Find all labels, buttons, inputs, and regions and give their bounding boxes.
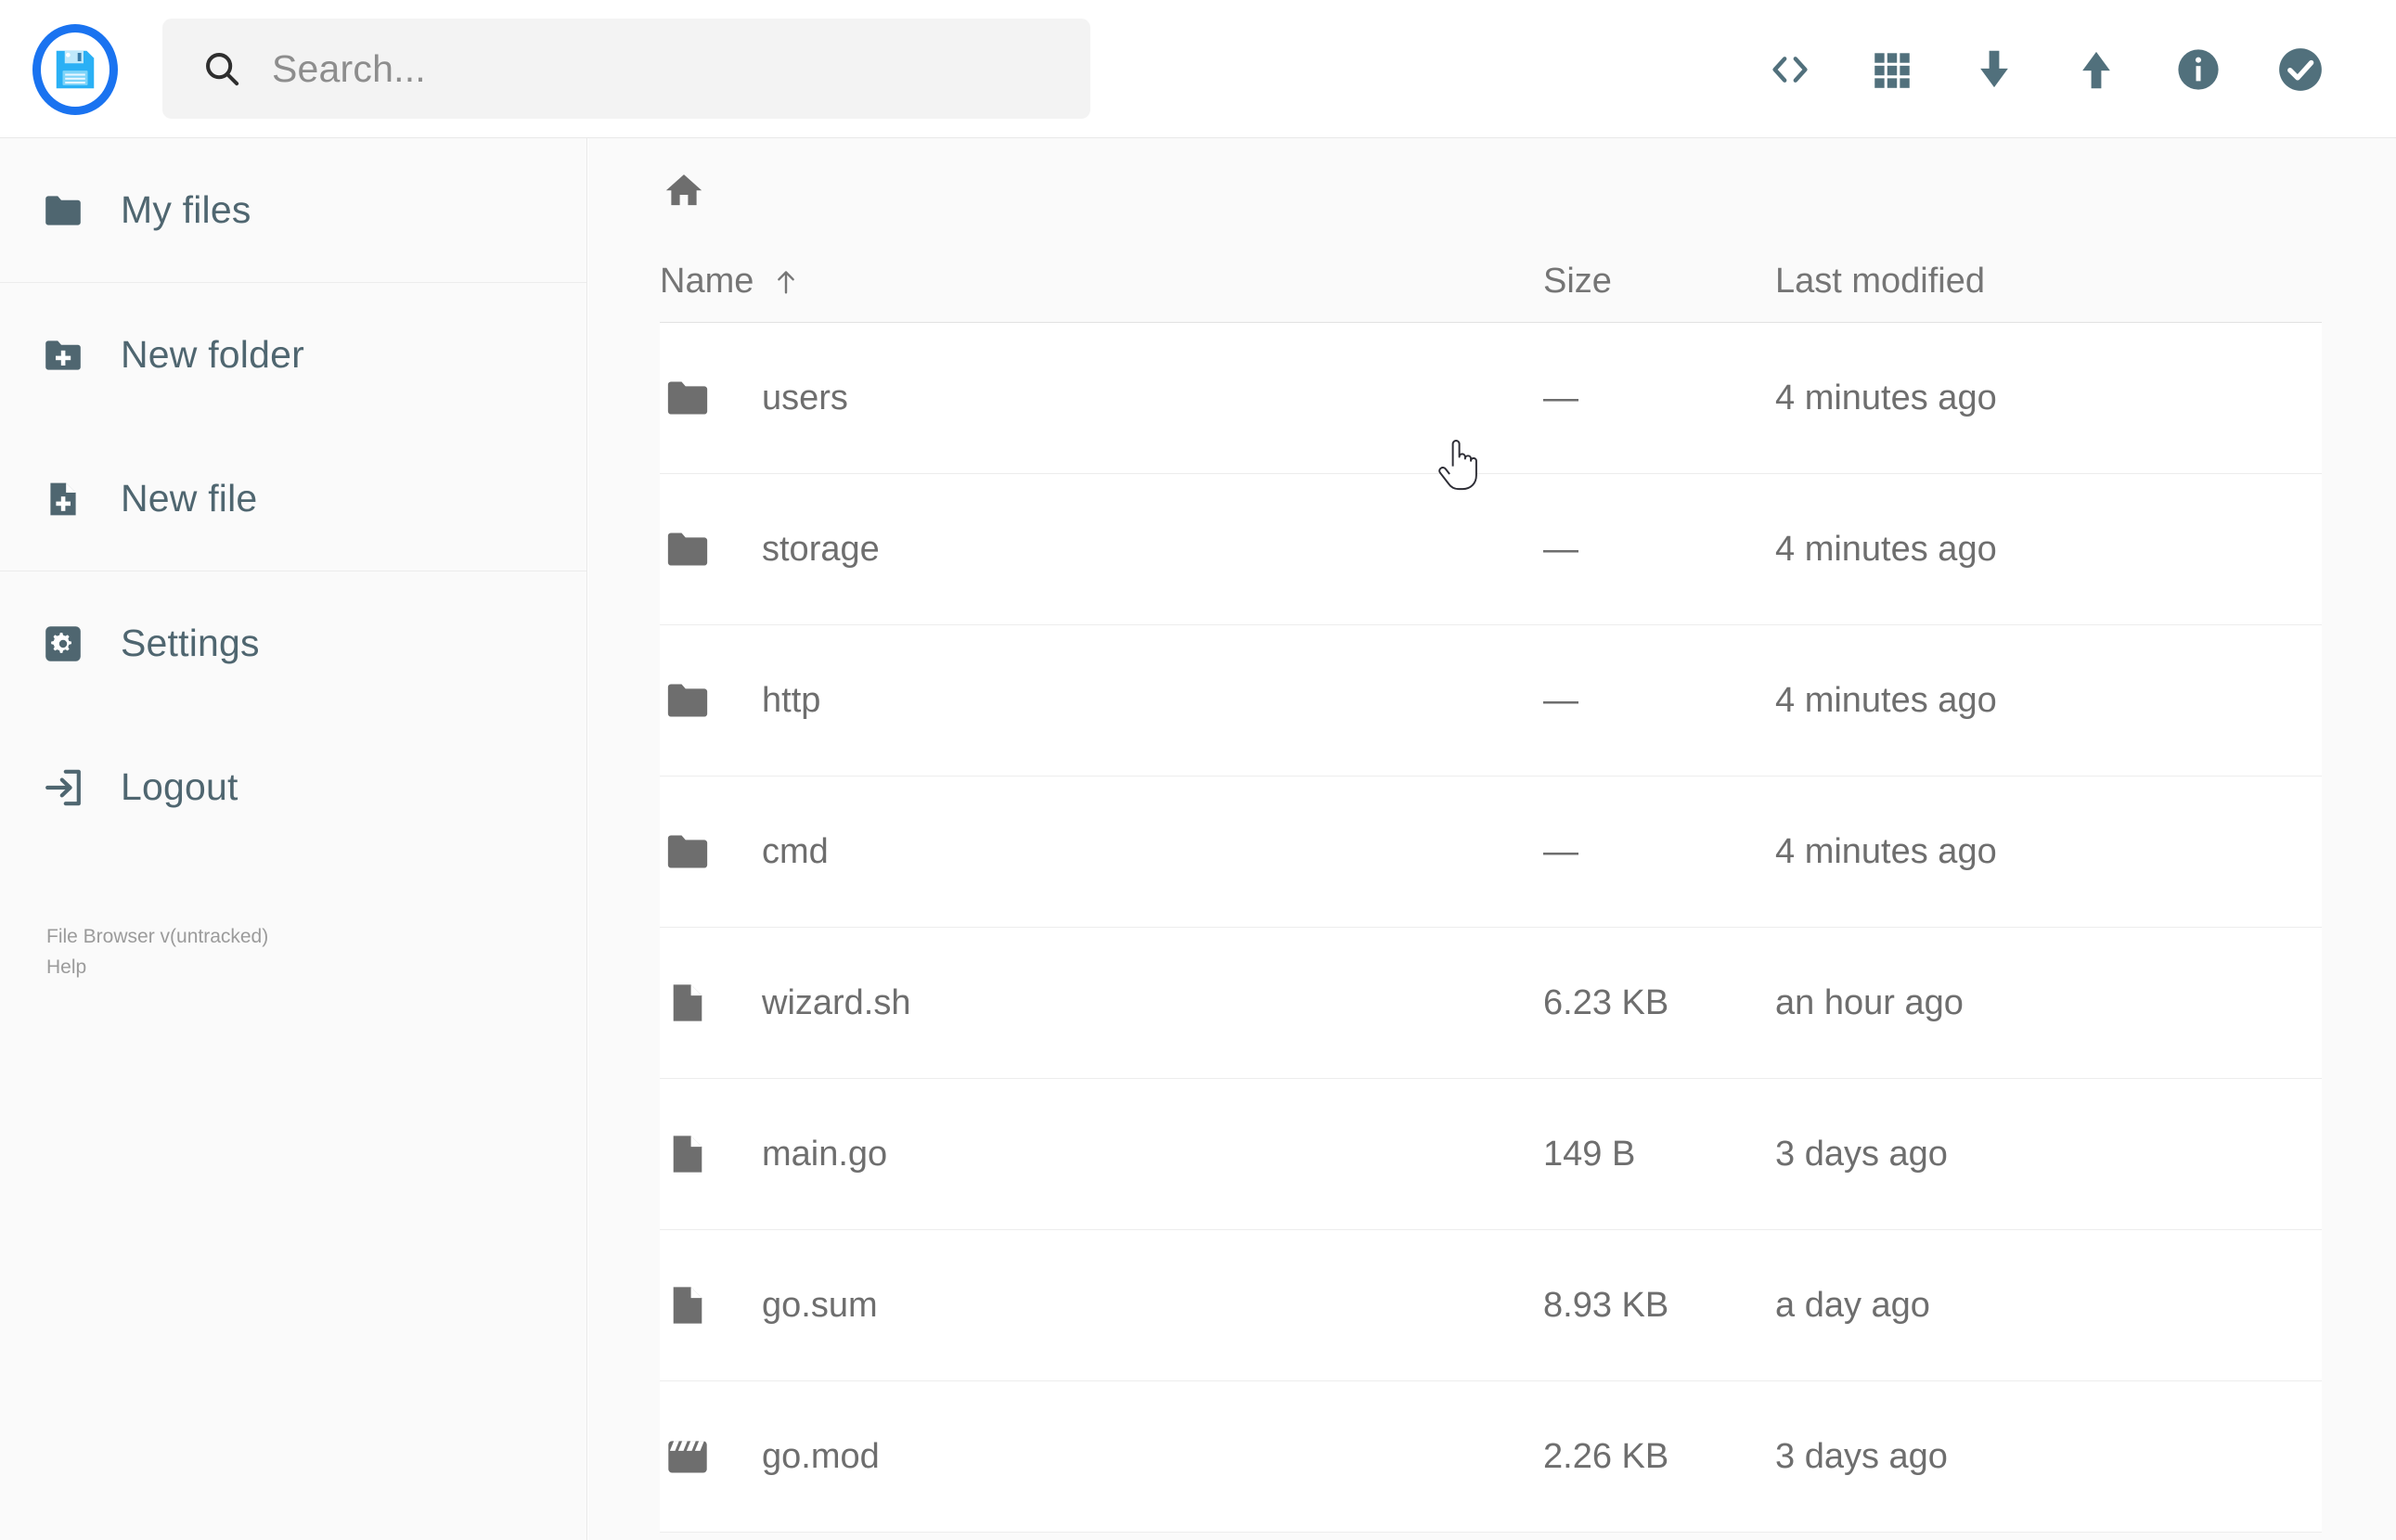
sidebar-item-new-file[interactable]: New file: [0, 427, 586, 571]
logo-ring: [32, 23, 118, 115]
header-actions: [1739, 0, 2351, 138]
floppy-disk-icon: [56, 50, 94, 88]
folder-plus-icon: [39, 331, 87, 379]
file-modified: 3 days ago: [1775, 1436, 1948, 1476]
app-version: File Browser v(untracked): [46, 926, 269, 947]
upload-icon[interactable]: [2045, 19, 2147, 121]
sidebar-item-label: Logout: [121, 765, 238, 808]
column-header-size[interactable]: Size: [1543, 262, 1612, 301]
file-size: 149 B: [1543, 1134, 1636, 1174]
table-row[interactable]: cmd — 4 minutes ago: [660, 776, 2322, 928]
file-modified: 4 minutes ago: [1775, 680, 1997, 720]
download-icon[interactable]: [1943, 19, 2045, 121]
file-size: —: [1543, 831, 1578, 871]
folder-icon: [660, 824, 715, 879]
table-row[interactable]: users — 4 minutes ago: [660, 323, 2322, 474]
search-icon: [198, 45, 246, 93]
folder-icon: [660, 673, 715, 728]
file-name: go.sum: [762, 1285, 878, 1325]
file-name: wizard.sh: [762, 982, 911, 1022]
table-row[interactable]: http — 4 minutes ago: [660, 625, 2322, 776]
search-placeholder: Search...: [272, 46, 426, 90]
file-size: 6.23 KB: [1543, 982, 1669, 1022]
info-icon[interactable]: [2147, 19, 2249, 121]
file-name: users: [762, 378, 848, 417]
file-modified: a day ago: [1775, 1285, 1930, 1325]
table-row[interactable]: go.mod 2.26 KB 3 days ago: [660, 1381, 2322, 1533]
grid-icon[interactable]: [1841, 19, 1943, 121]
file-size: —: [1543, 529, 1578, 569]
folder-icon: [39, 186, 87, 235]
column-header-name-label: Name: [660, 262, 754, 301]
file-modified: an hour ago: [1775, 982, 1964, 1022]
help-link[interactable]: Help: [46, 956, 87, 978]
file-name: cmd: [762, 831, 829, 871]
column-header-modified[interactable]: Last modified: [1775, 262, 1986, 301]
sidebar: My files New folder: [0, 138, 587, 1540]
folder-icon: [660, 521, 715, 577]
movie-icon: [660, 1429, 715, 1484]
file-name: storage: [762, 529, 880, 569]
file-listing: Name Size Last modified users: [588, 241, 2396, 1533]
table-header: Name Size Last modified: [660, 241, 2322, 323]
main-content: Name Size Last modified users: [588, 138, 2396, 1540]
sidebar-group-files: My files: [0, 138, 586, 283]
logout-icon: [39, 764, 87, 812]
table-row[interactable]: main.go 149 B 3 days ago: [660, 1079, 2322, 1230]
sidebar-group-account: Settings Logout: [0, 571, 586, 859]
sidebar-item-my-files[interactable]: My files: [0, 138, 586, 282]
table-row[interactable]: go.sum 8.93 KB a day ago: [660, 1230, 2322, 1381]
sidebar-item-label: My files: [121, 188, 251, 231]
file-size: 2.26 KB: [1543, 1436, 1669, 1476]
sidebar-footer: File Browser v(untracked) Help: [46, 922, 268, 982]
file-modified: 3 days ago: [1775, 1134, 1948, 1174]
breadcrumb: [588, 138, 2396, 241]
file-name: main.go: [762, 1134, 888, 1174]
table-row[interactable]: storage — 4 minutes ago: [660, 474, 2322, 625]
app-header: Search...: [0, 0, 2396, 138]
code-icon[interactable]: [1739, 19, 1841, 121]
file-plus-icon: [39, 475, 87, 523]
sidebar-item-label: New file: [121, 477, 258, 520]
file-modified: 4 minutes ago: [1775, 378, 1997, 417]
file-size: 8.93 KB: [1543, 1285, 1669, 1325]
file-modified: 4 minutes ago: [1775, 831, 1997, 871]
file-icon: [660, 975, 715, 1031]
sidebar-item-new-folder[interactable]: New folder: [0, 283, 586, 427]
sidebar-item-label: Settings: [121, 622, 260, 664]
column-header-name[interactable]: Name: [660, 262, 1543, 302]
folder-icon: [660, 370, 715, 426]
file-size: —: [1543, 378, 1578, 417]
file-icon: [660, 1126, 715, 1182]
sidebar-item-logout[interactable]: Logout: [0, 715, 586, 859]
sidebar-item-label: New folder: [121, 333, 304, 376]
search-input[interactable]: Search...: [162, 19, 1090, 119]
file-icon: [660, 1277, 715, 1333]
gear-icon: [39, 620, 87, 668]
sidebar-item-settings[interactable]: Settings: [0, 571, 586, 715]
select-icon[interactable]: [2249, 19, 2351, 121]
table-row[interactable]: wizard.sh 6.23 KB an hour ago: [660, 928, 2322, 1079]
sidebar-group-create: New folder New file: [0, 283, 586, 571]
file-modified: 4 minutes ago: [1775, 529, 1997, 569]
home-icon[interactable]: [660, 166, 708, 214]
file-name: go.mod: [762, 1436, 880, 1476]
file-name: http: [762, 680, 821, 720]
app-logo[interactable]: [31, 23, 119, 115]
sort-ascending-icon: [770, 266, 802, 298]
file-size: —: [1543, 680, 1578, 720]
